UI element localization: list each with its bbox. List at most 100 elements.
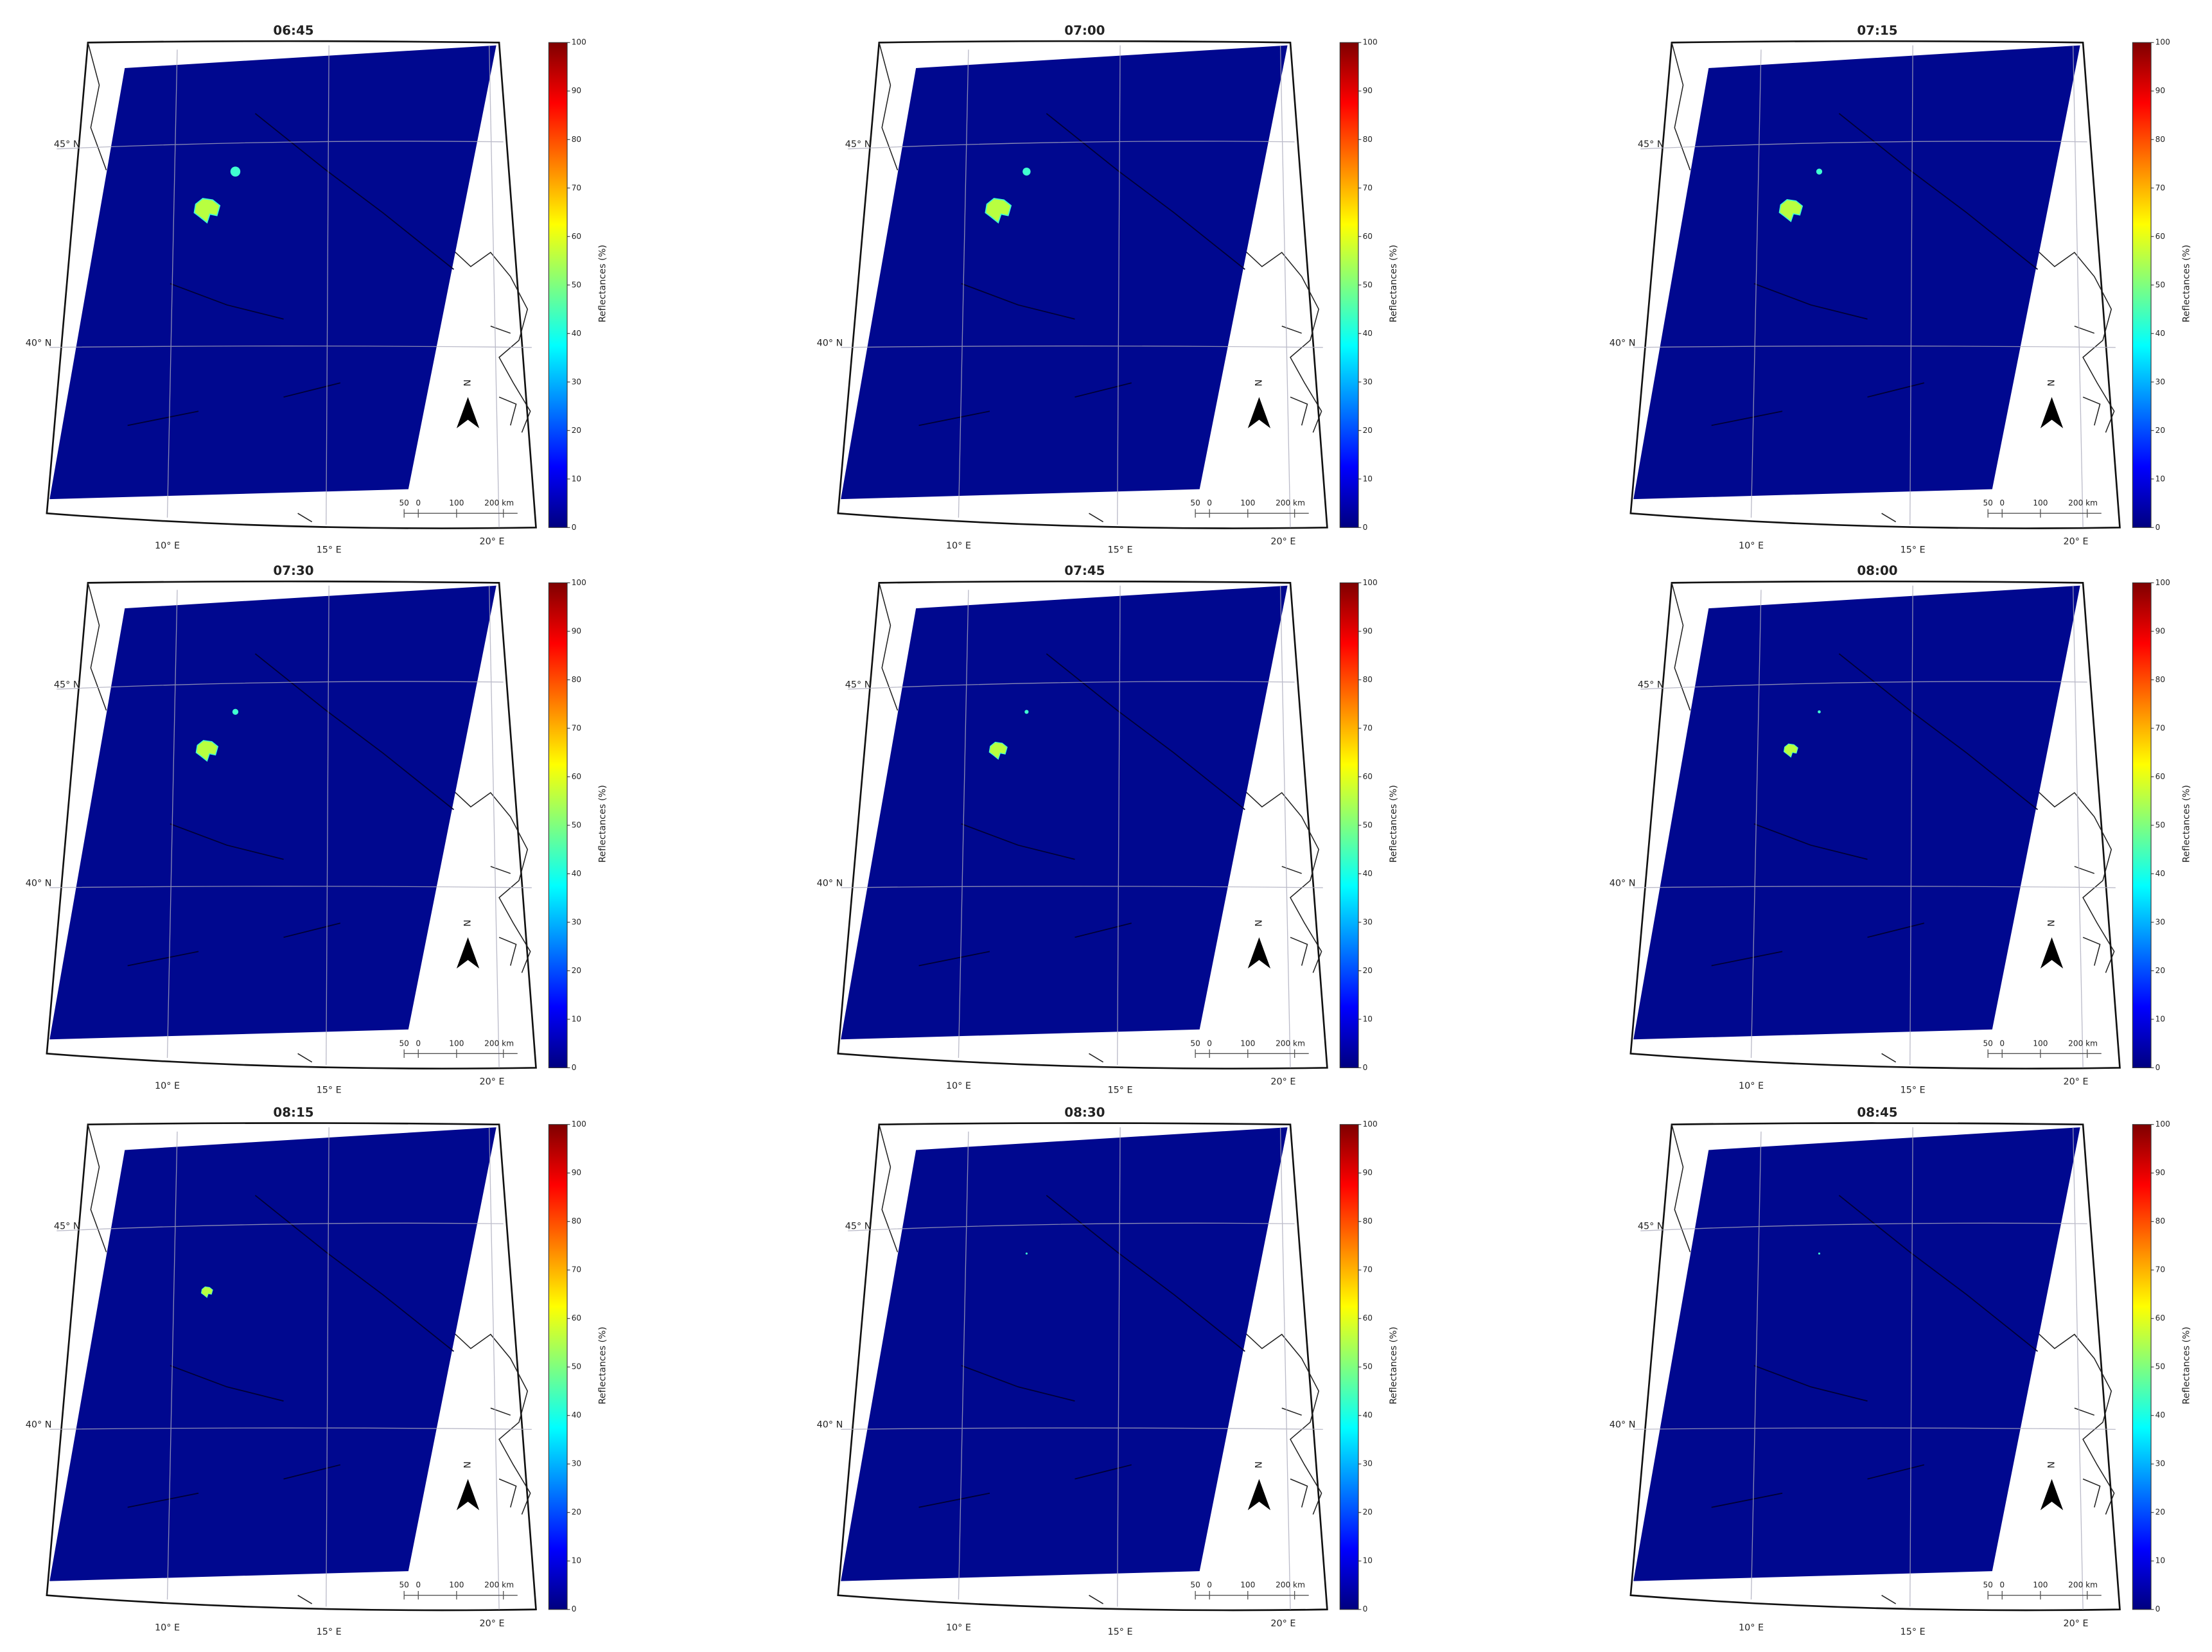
scale-label: 50 [1983, 1581, 1992, 1590]
colorbar-tick-label: 20 [1363, 1507, 1373, 1516]
colorbar-tick-label: 100 [2155, 1120, 2170, 1129]
north-label: N [1254, 1461, 1264, 1468]
colorbar-label: Reflectances (%) [2181, 785, 2191, 863]
graticule [841, 585, 1323, 1068]
scale-label: 0 [1207, 1581, 1212, 1590]
lat-label: 45° N [1638, 139, 1664, 150]
north-label: N [1254, 920, 1264, 927]
colorbar [1339, 42, 1359, 528]
colorbar-tick-label: 40 [572, 869, 581, 878]
panel-title: 07:45 [1064, 563, 1105, 578]
colorbar-tick-label: 10 [572, 1556, 581, 1565]
colorbar-tick-label: 40 [2155, 329, 2165, 338]
colorbar-tick-label: 100 [2155, 38, 2170, 47]
colorbar-tick-label: 70 [1363, 723, 1373, 732]
lon-label: 20° E [480, 1619, 505, 1629]
lon-label: 15° E [317, 1085, 342, 1096]
graticule [841, 45, 1323, 528]
colorbar-label: Reflectances (%) [597, 1327, 608, 1405]
colorbar-tick-label: 60 [1363, 772, 1373, 781]
hotspot [1818, 1252, 1821, 1255]
colorbar-tick-label: 80 [1363, 675, 1373, 684]
satellite-swath [841, 1127, 1288, 1581]
colorbar [2132, 42, 2152, 528]
lon-label: 15° E [317, 1627, 342, 1637]
scale-label: 50 [1190, 1581, 1200, 1590]
colorbar-label: Reflectances (%) [2181, 1327, 2191, 1405]
hotspot [1023, 167, 1031, 176]
north-label: N [463, 380, 473, 387]
scale-label: 100 [2033, 1039, 2048, 1048]
lon-label: 10° E [155, 541, 180, 551]
hotspot [230, 166, 241, 177]
colorbar-tick-label: 30 [1363, 1459, 1373, 1468]
graticule [1633, 45, 2116, 528]
north-label: N [1254, 380, 1264, 387]
lon-label: 10° E [1739, 1081, 1764, 1091]
scale-label: 100 [1240, 1039, 1255, 1048]
colorbar-tick-label: 80 [1363, 135, 1373, 144]
border-lines [918, 1195, 1245, 1508]
colorbar-tick-label: 60 [572, 1314, 581, 1322]
scale-bar [1987, 1591, 2102, 1600]
lat-label: 45° N [845, 680, 872, 690]
colorbar [1339, 582, 1359, 1068]
colorbar-label: Reflectances (%) [2181, 245, 2191, 322]
coastline [1671, 583, 2115, 1063]
hotspot [195, 740, 219, 762]
colorbar-tick-label: 70 [1363, 183, 1373, 192]
coastline [1671, 1124, 2115, 1604]
colorbar-tick-label: 20 [1363, 426, 1373, 435]
colorbar-tick-label: 60 [2155, 772, 2165, 781]
colorbar-tick-label: 80 [572, 135, 581, 144]
lon-label: 10° E [1739, 541, 1764, 551]
lon-label: 15° E [1900, 1085, 1926, 1096]
hotspot [1024, 710, 1029, 714]
colorbar-tick-label: 100 [572, 38, 586, 47]
colorbar-tick-label: 50 [572, 280, 581, 289]
border-lines [1711, 1195, 2039, 1508]
colorbar [548, 42, 568, 528]
colorbar-tick-label: 10 [2155, 1014, 2165, 1023]
colorbar-tick-label: 60 [1363, 232, 1373, 241]
graticule [49, 45, 532, 528]
colorbar-tick-label: 100 [572, 1120, 586, 1129]
panel-title: 07:30 [273, 563, 313, 578]
lat-label: 45° N [845, 1222, 872, 1232]
lat-label: 45° N [1638, 1222, 1664, 1232]
colorbar-tick-label: 30 [572, 1459, 581, 1468]
lon-label: 20° E [2064, 536, 2089, 547]
coastline [879, 583, 1322, 1063]
lon-label: 10° E [155, 1081, 180, 1091]
colorbar-tick-label: 80 [1363, 1217, 1373, 1226]
lon-label: 10° E [946, 1622, 971, 1633]
scale-label: 100 [449, 1039, 464, 1048]
colorbar-tick-label: 20 [2155, 966, 2165, 975]
lat-label: 40° N [26, 338, 52, 348]
hotspot [1818, 710, 1821, 714]
north-arrow [1247, 397, 1271, 428]
border-lines [127, 1195, 455, 1508]
hotspot [232, 708, 239, 715]
scale-label: 50 [399, 498, 408, 507]
scale-label: 0 [416, 1039, 421, 1048]
lat-label: 40° N [1610, 878, 1636, 888]
scale-label: 50 [399, 1039, 408, 1048]
colorbar-tick-label: 80 [2155, 675, 2165, 684]
north-label: N [463, 920, 473, 927]
colorbar-tick-label: 30 [1363, 377, 1373, 386]
colorbar-tick-label: 0 [1363, 1604, 1368, 1613]
lon-label: 15° E [1108, 545, 1133, 556]
colorbar-tick-label: 60 [1363, 1314, 1373, 1322]
scale-label: 50 [399, 1581, 408, 1590]
scale-label: 100 [1240, 498, 1255, 507]
colorbar-tick-label: 40 [1363, 1410, 1373, 1419]
colorbar-tick-label: 10 [2155, 1556, 2165, 1565]
graticule [49, 585, 532, 1068]
colorbar-tick-label: 70 [1363, 1265, 1373, 1274]
hotspot [985, 198, 1012, 224]
colorbar [548, 582, 568, 1068]
colorbar-tick-label: 90 [2155, 1168, 2165, 1177]
